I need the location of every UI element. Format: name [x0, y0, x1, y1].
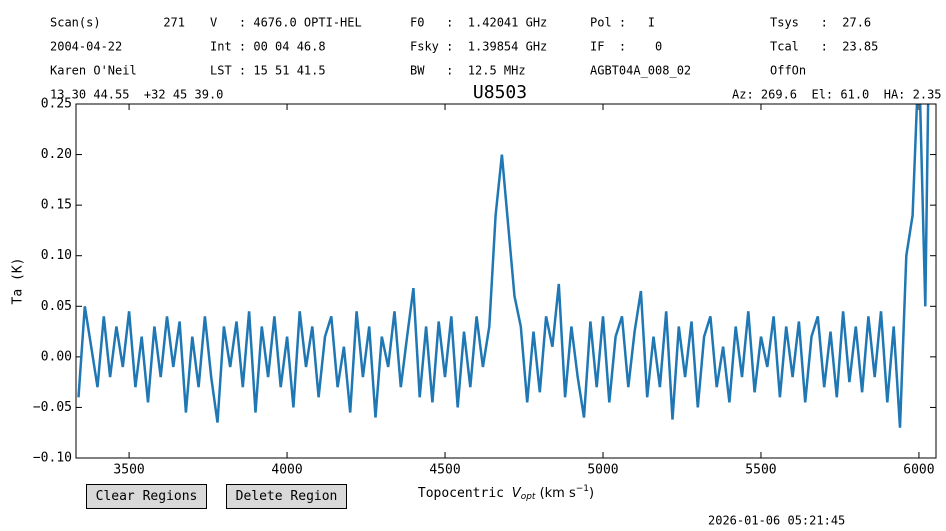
project: AGBT04A_008_02 — [590, 64, 691, 78]
x-tick-label: 4500 — [429, 463, 460, 478]
velocity: V : 4676.0 OPTI-HEL — [210, 16, 362, 30]
lst: LST : 15 51 41.5 — [210, 64, 326, 78]
int: Int : 00 04 46.8 — [210, 40, 326, 54]
delete-region-button[interactable]: Delete Region — [226, 484, 347, 509]
x-tick-label: 6000 — [903, 463, 934, 478]
pol: Pol : I — [590, 16, 655, 30]
x-tick-label: 3500 — [113, 463, 144, 478]
y-tick-label: 0.15 — [41, 198, 72, 213]
tcal: Tcal : 23.85 — [770, 40, 878, 54]
if: IF : 0 — [590, 40, 662, 54]
proc: OffOn — [770, 64, 806, 78]
plot-frame — [75, 103, 937, 459]
scan-label: Scan(s) — [50, 16, 101, 30]
y-tick-label: 0.20 — [41, 147, 72, 162]
date: 2004-04-22 — [50, 40, 122, 54]
y-axis-label: Ta (K) — [11, 258, 26, 305]
timestamp: 2026-01-06 05:21:45 — [708, 514, 845, 528]
coords: 13 30 44.55 +32 45 39.0 — [50, 88, 223, 102]
spectrum-line — [77, 104, 930, 428]
scan: 271 — [163, 16, 185, 30]
y-tick-label: −0.05 — [33, 400, 72, 415]
chart-title: U8503 — [473, 82, 527, 103]
observer: Karen O'Neil — [50, 64, 137, 78]
x-tick-label: 5000 — [587, 463, 618, 478]
x-tick-label: 5500 — [745, 463, 776, 478]
az-el: Az: 269.6 El: 61.0 HA: 2.35 — [732, 88, 942, 102]
f0: F0 : 1.42041 GHz — [410, 16, 547, 30]
tsys: Tsys : 27.6 — [770, 16, 871, 30]
x-axis-label: Topocentric Vopt (km s−1) — [418, 484, 594, 502]
x-tick-label: 4000 — [271, 463, 302, 478]
y-tick-label: −0.10 — [33, 451, 72, 466]
bw: BW : 12.5 MHz — [410, 64, 526, 78]
y-tick-label: 0.00 — [41, 349, 72, 364]
y-tick-label: 0.25 — [41, 97, 72, 112]
fsky: Fsky : 1.39854 GHz — [410, 40, 547, 54]
y-tick-label: 0.05 — [41, 299, 72, 314]
y-tick-label: 0.10 — [41, 248, 72, 263]
clear-regions-button[interactable]: Clear Regions — [86, 484, 207, 509]
